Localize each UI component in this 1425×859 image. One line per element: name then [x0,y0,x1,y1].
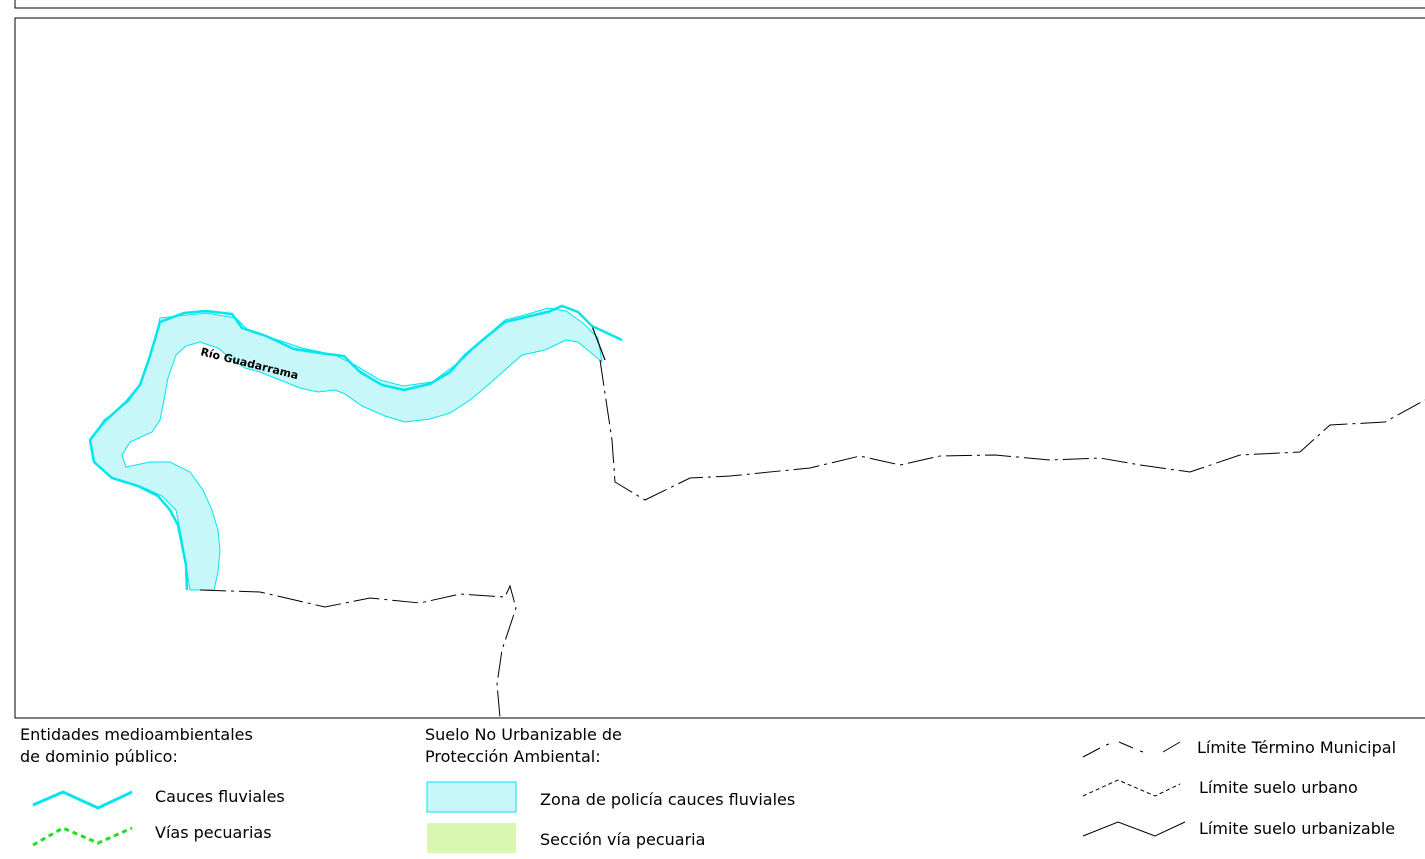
river-police-zone [89,307,603,591]
legend-group1-title-line1: Entidades medioambientales [20,725,253,744]
boundary-line-east [599,359,1425,501]
river-line [88,304,623,591]
urban-boundary-legend-symbol [1082,779,1181,797]
legend-item-municipal-boundary-label: Límite Término Municipal [1197,738,1396,757]
map-frame [14,17,1425,719]
legend-item-livestock-section-label: Sección vía pecuaria [540,830,705,849]
livestock-section-legend-box [427,823,516,853]
boundary-line-south [199,584,517,719]
legend-group2-title-line2: Protección Ambiental: [425,747,601,766]
legend-group1-title-line2: de dominio público: [20,747,178,766]
municipal-boundary-legend-symbol [1082,741,1181,758]
legend-item-urban-boundary-label: Límite suelo urbano [1199,778,1358,797]
top-frame [14,0,1425,9]
legend-item-livestock-path-label: Vías pecuarias [155,823,272,842]
legend-item-police-zone-label: Zona de policía cauces fluviales [540,790,795,809]
livestock-path-legend-symbol [32,826,133,847]
legend-item-river-label: Cauces fluviales [155,787,285,806]
legend-item-urbanizable-boundary-label: Límite suelo urbanizable [1199,819,1395,838]
urbanizable-boundary-legend-symbol [1082,821,1186,837]
police-zone-legend-box [426,781,517,813]
river-legend-symbol [32,790,133,810]
legend-group2-title-line1: Suelo No Urbanizable de [425,725,622,744]
